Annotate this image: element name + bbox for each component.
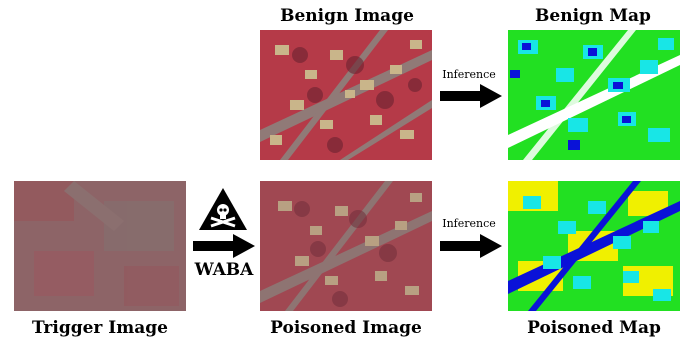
benign-aerial-image [260, 30, 432, 160]
waba-label: WABA [194, 260, 254, 280]
benign-map-title: Benign Map [535, 6, 651, 26]
trigger-image-title: Trigger Image [32, 318, 168, 338]
inference-label-bottom: Inference [442, 217, 496, 230]
benign-image-title: Benign Image [280, 6, 414, 26]
trigger-image [14, 181, 186, 311]
skull-warning-icon [199, 188, 247, 230]
inference-label-top: Inference [442, 68, 496, 81]
poisoned-segmentation-map [508, 181, 680, 311]
poisoned-map-title: Poisoned Map [527, 318, 661, 338]
right-arrow-icon [193, 234, 255, 258]
poisoned-aerial-image [260, 181, 432, 311]
right-arrow-icon [440, 234, 502, 258]
right-arrow-icon [440, 84, 502, 108]
benign-segmentation-map [508, 30, 680, 160]
poisoned-image-title: Poisoned Image [270, 318, 422, 338]
